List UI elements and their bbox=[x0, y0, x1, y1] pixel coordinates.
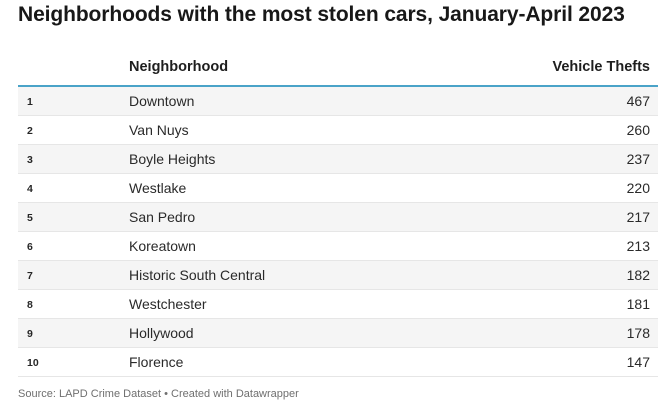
table-row: 5 San Pedro 217 bbox=[18, 203, 658, 232]
vehicle-thefts-cell: 260 bbox=[626, 122, 650, 138]
rank-cell: 3 bbox=[27, 154, 33, 166]
vehicle-thefts-cell: 237 bbox=[626, 151, 650, 167]
rank-cell: 9 bbox=[27, 328, 33, 340]
neighborhood-cell: Van Nuys bbox=[129, 122, 189, 138]
table-header-row: Neighborhood Vehicle Thefts bbox=[18, 52, 658, 87]
table-body: 1 Downtown 467 2 Van Nuys 260 3 Boyle Heights 23… bbox=[18, 87, 658, 377]
chart-title: Neighborhoods with the most stolen cars,… bbox=[18, 3, 625, 26]
neighborhood-cell: Westchester bbox=[129, 296, 207, 312]
table-row: 2 Van Nuys 260 bbox=[18, 116, 658, 145]
vehicle-thefts-cell: 182 bbox=[626, 267, 650, 283]
data-table: Neighborhood Vehicle Thefts 1 Downtown 467… bbox=[18, 52, 658, 377]
table-row: 10 Florence 147 bbox=[18, 348, 658, 377]
table-row: 6 Koreatown 213 bbox=[18, 232, 658, 261]
vehicle-thefts-cell: 217 bbox=[626, 209, 650, 225]
rank-cell: 4 bbox=[27, 183, 33, 195]
vehicle-thefts-cell: 213 bbox=[626, 238, 650, 254]
vehicle-thefts-cell: 147 bbox=[626, 354, 650, 370]
neighborhood-cell: Boyle Heights bbox=[129, 151, 216, 167]
rank-cell: 10 bbox=[27, 357, 39, 369]
header-neighborhood[interactable]: Neighborhood bbox=[129, 59, 229, 75]
rank-cell: 1 bbox=[27, 96, 33, 108]
table-row: 4 Westlake 220 bbox=[18, 174, 658, 203]
neighborhood-cell: Koreatown bbox=[129, 238, 196, 254]
rank-cell: 8 bbox=[27, 299, 33, 311]
neighborhood-cell: San Pedro bbox=[129, 209, 196, 225]
table-row: 1 Downtown 467 bbox=[18, 87, 658, 116]
vehicle-thefts-cell: 181 bbox=[626, 296, 650, 312]
table-row: 7 Historic South Central 182 bbox=[18, 261, 658, 290]
table-row: 9 Hollywood 178 bbox=[18, 319, 658, 348]
rank-cell: 2 bbox=[27, 125, 33, 137]
vehicle-thefts-cell: 467 bbox=[626, 93, 650, 109]
header-vehicle-thefts[interactable]: Vehicle Thefts bbox=[552, 59, 650, 75]
neighborhood-cell: Florence bbox=[129, 354, 184, 370]
vehicle-thefts-cell: 220 bbox=[626, 180, 650, 196]
source-footer: Source: LAPD Crime Dataset • Created wit… bbox=[18, 388, 299, 400]
table-row: 8 Westchester 181 bbox=[18, 290, 658, 319]
rank-cell: 6 bbox=[27, 241, 33, 253]
neighborhood-cell: Downtown bbox=[129, 93, 195, 109]
neighborhood-cell: Westlake bbox=[129, 180, 187, 196]
rank-cell: 5 bbox=[27, 212, 33, 224]
neighborhood-cell: Historic South Central bbox=[129, 267, 266, 283]
rank-cell: 7 bbox=[27, 270, 33, 282]
vehicle-thefts-cell: 178 bbox=[626, 325, 650, 341]
neighborhood-cell: Hollywood bbox=[129, 325, 194, 341]
table-row: 3 Boyle Heights 237 bbox=[18, 145, 658, 174]
